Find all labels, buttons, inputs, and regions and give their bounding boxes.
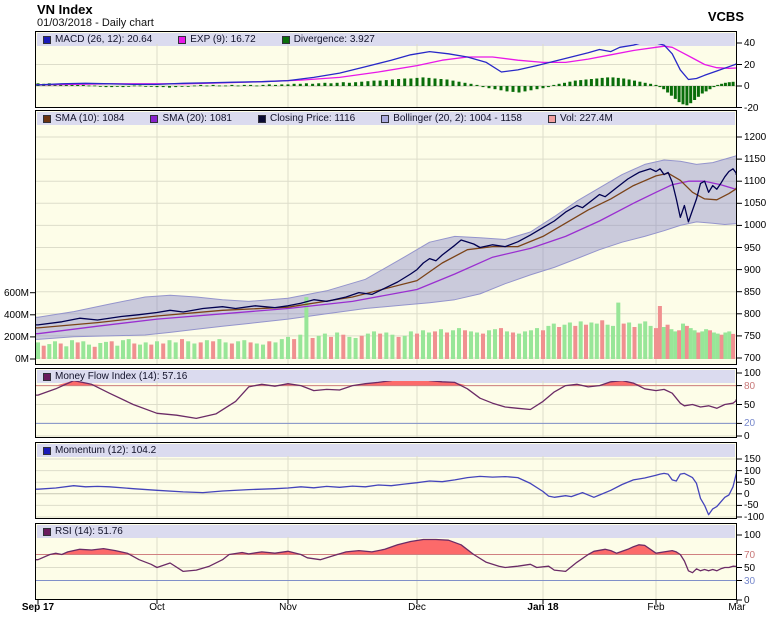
legend-swatch-icon bbox=[381, 114, 390, 123]
legend-item: SMA (10): 1084 bbox=[43, 113, 124, 125]
legend-item: MACD (26, 12): 20.64 bbox=[43, 34, 152, 46]
legend-label: Vol: 227.4M bbox=[560, 112, 613, 124]
y-tick-label: -50 bbox=[744, 500, 759, 511]
legend-item: SMA (20): 1081 bbox=[150, 112, 232, 125]
legend-item: EXP (9): 16.72 bbox=[178, 33, 256, 46]
volume-tick-label: 200M bbox=[3, 332, 29, 343]
x-tick-label: Jan 18 bbox=[527, 602, 559, 613]
x-tick-label: Feb bbox=[647, 602, 665, 613]
macd-panel: MACD (26, 12): 20.64 EXP (9): 16.72 Diverg… bbox=[35, 31, 737, 108]
legend-swatch-icon bbox=[43, 527, 51, 536]
y-tick-label: 1050 bbox=[744, 198, 767, 209]
y-tick-label: 1100 bbox=[744, 176, 766, 187]
legend-swatch-icon bbox=[43, 372, 51, 381]
y-tick-label: 950 bbox=[744, 243, 761, 254]
legend-label: Closing Price: 1116 bbox=[269, 112, 356, 124]
volume-tick-label: 0M bbox=[15, 354, 29, 365]
money-flow-panel: Money Flow Index (14): 57.16 bbox=[35, 368, 737, 438]
legend-swatch-icon bbox=[178, 35, 187, 44]
y-tick-label: -100 bbox=[744, 512, 765, 523]
legend-swatch-icon bbox=[43, 35, 51, 44]
legend-item: Momentum (12): 104.2 bbox=[43, 445, 156, 457]
legend-item: RSI (14): 51.76 bbox=[43, 526, 123, 538]
volume-tick-label: 400M bbox=[3, 310, 29, 321]
legend-swatch-icon bbox=[281, 35, 290, 44]
y-tick-label: 1150 bbox=[744, 154, 766, 165]
chart-subtitle: 01/03/2018 - Daily chart bbox=[37, 17, 154, 29]
y-tick-label: 1000 bbox=[744, 220, 767, 231]
y-tick-label: 0 bbox=[744, 81, 750, 92]
y-tick-label: 50 bbox=[744, 400, 756, 411]
y-tick-label: 800 bbox=[744, 309, 761, 320]
price-legend: SMA (10): 1084 SMA (20): 1081 Closing Pric… bbox=[37, 112, 735, 125]
momentum-panel: Momentum (12): 104.2 bbox=[35, 442, 737, 519]
rsi-panel: RSI (14): 51.76 bbox=[35, 523, 737, 600]
y-tick-label: 100 bbox=[744, 368, 761, 379]
legend-label: Money Flow Index (14): 57.16 bbox=[55, 370, 188, 382]
legend-label: MACD (26, 12): 20.64 bbox=[55, 33, 153, 45]
y-tick-label: 50 bbox=[744, 563, 756, 574]
y-tick-label: 700 bbox=[744, 353, 761, 364]
x-tick-label: Sep 17 bbox=[21, 602, 55, 613]
legend-item: Bollinger (20, 2): 1004 - 1158 bbox=[381, 113, 522, 125]
legend-item: Vol: 227.4M bbox=[548, 113, 613, 125]
x-tick-label: Nov bbox=[279, 602, 297, 613]
y-tick-label: 1200 bbox=[744, 132, 767, 143]
y-tick-label: 750 bbox=[744, 331, 761, 342]
legend-item: Money Flow Index (14): 57.16 bbox=[43, 371, 187, 383]
legend-swatch-icon bbox=[150, 114, 159, 123]
y-tick-label: 100 bbox=[744, 530, 761, 541]
legend-label: EXP (9): 16.72 bbox=[190, 33, 256, 45]
legend-swatch-icon bbox=[257, 114, 266, 123]
mfi-legend: Money Flow Index (14): 57.16 bbox=[37, 370, 735, 383]
x-tick-label: Mar bbox=[728, 602, 746, 613]
y-tick-label: 70 bbox=[744, 550, 756, 561]
y-tick-label: 80 bbox=[744, 381, 756, 392]
legend-swatch-icon bbox=[43, 114, 51, 123]
legend-swatch-icon bbox=[43, 446, 51, 455]
y-tick-label: 0 bbox=[744, 489, 750, 500]
legend-label: RSI (14): 51.76 bbox=[55, 525, 123, 537]
x-tick-label: Oct bbox=[149, 602, 165, 613]
y-tick-label: 20 bbox=[744, 60, 756, 71]
x-tick-label: Dec bbox=[408, 602, 426, 613]
legend-label: SMA (20): 1081 bbox=[162, 112, 232, 124]
legend-swatch-icon bbox=[548, 114, 556, 123]
y-tick-label: 150 bbox=[744, 454, 761, 465]
y-tick-label: 0 bbox=[744, 431, 750, 442]
y-tick-label: 50 bbox=[744, 477, 756, 488]
macd-legend: MACD (26, 12): 20.64 EXP (9): 16.72 Diverg… bbox=[37, 33, 735, 46]
price-panel: SMA (10): 1084 SMA (20): 1081 Closing Pric… bbox=[35, 110, 737, 365]
momentum-legend: Momentum (12): 104.2 bbox=[37, 444, 735, 457]
legend-item: Closing Price: 1116 bbox=[257, 112, 356, 125]
legend-label: Bollinger (20, 2): 1004 - 1158 bbox=[393, 112, 522, 124]
y-tick-label: 100 bbox=[744, 466, 761, 477]
y-tick-label: -20 bbox=[744, 103, 759, 114]
y-tick-label: 850 bbox=[744, 287, 761, 298]
volume-tick-label: 600M bbox=[3, 288, 29, 299]
rsi-legend: RSI (14): 51.76 bbox=[37, 525, 735, 538]
legend-label: Divergence: 3.927 bbox=[293, 33, 375, 45]
y-tick-label: 40 bbox=[744, 38, 756, 49]
legend-item: Divergence: 3.927 bbox=[281, 33, 375, 46]
brand-logo: VCBS bbox=[707, 9, 744, 24]
y-tick-label: 20 bbox=[744, 418, 756, 429]
page-title: VN Index bbox=[37, 2, 93, 17]
y-tick-label: 900 bbox=[744, 265, 761, 276]
legend-label: SMA (10): 1084 bbox=[55, 112, 125, 124]
y-tick-label: 30 bbox=[744, 576, 756, 587]
legend-label: Momentum (12): 104.2 bbox=[55, 444, 157, 456]
y-tick-label: 0 bbox=[744, 595, 750, 606]
